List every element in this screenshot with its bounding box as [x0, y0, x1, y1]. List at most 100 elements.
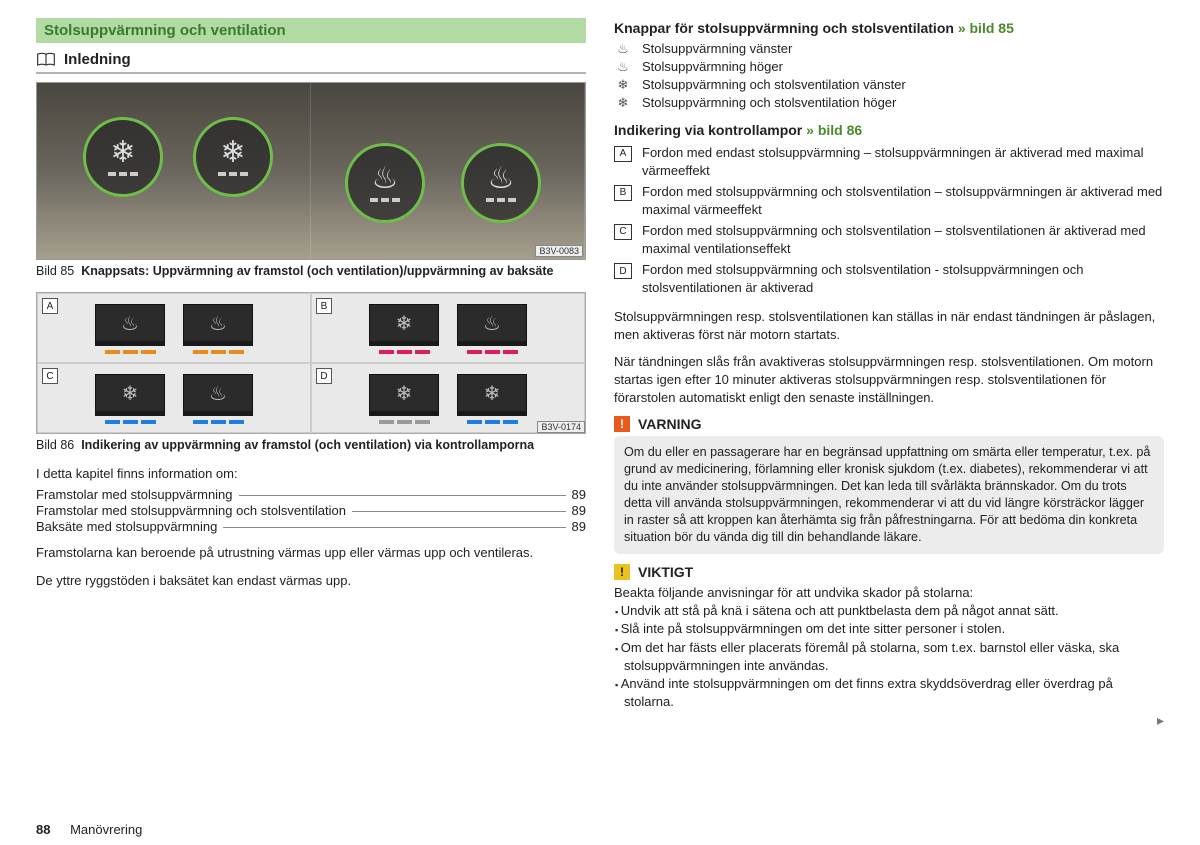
- panel-c: C ❄ ♨: [37, 363, 311, 433]
- letter-list-item: D Fordon med stolsuppvärmning och stolsve…: [614, 259, 1164, 298]
- important-list: Undvik att stå på knä i sätena och att p…: [614, 602, 1164, 711]
- seat-icon: ❄: [614, 77, 632, 93]
- toc-page: 89: [572, 519, 586, 534]
- button-text: Stolsuppvärmning höger: [642, 59, 783, 74]
- figure-85: ❄ ❄ ♨ ♨ B3V-0083: [36, 82, 586, 260]
- seat-vent-icon: ❄: [396, 381, 413, 406]
- letter-text: Fordon med stolsuppvärmning och stolsven…: [642, 183, 1164, 218]
- figure-86-label: B3V-0174: [537, 421, 585, 433]
- seat-vent-icon: ❄: [122, 381, 139, 406]
- letter-tag: D: [614, 263, 632, 279]
- left-column: Stolsuppvärmning och ventilation Inledni…: [36, 18, 586, 731]
- toc-label: Baksäte med stolsuppvärmning: [36, 519, 217, 534]
- page-number: 88: [36, 822, 50, 837]
- button-list-item: ❄ Stolsuppvärmning och stolsventilation v…: [614, 76, 1164, 94]
- button-text: Stolsuppvärmning och stolsventilation hö…: [642, 95, 896, 110]
- seat-vent-icon: ❄: [484, 381, 501, 406]
- indicator-heading: Indikering via kontrollampor » bild 86: [614, 122, 1164, 138]
- heading-text: Knappar för stolsuppvärmning och stolsve…: [614, 20, 954, 36]
- important-item: Använd inte stolsuppvärmningen om det fi…: [614, 675, 1164, 711]
- seat-heat-vent-icon: ❄: [110, 138, 135, 168]
- panel-tag-a: A: [42, 298, 58, 314]
- buttons-heading: Knappar för stolsuppvärmning och stolsve…: [614, 20, 1164, 36]
- paragraph: Stolsuppvärmningen resp. stolsventilatio…: [614, 308, 1164, 343]
- important-item: Undvik att stå på knä i sätena och att p…: [614, 602, 1164, 620]
- important-icon: !: [614, 564, 630, 580]
- seat-icon: ♨: [614, 41, 632, 57]
- callout-rear-right: ♨: [461, 143, 541, 223]
- toc-label: Framstolar med stolsuppvärmning: [36, 487, 233, 502]
- figure-86-caption: Bild 86 Indikering av uppvärmning av fra…: [36, 438, 586, 452]
- important-intro: Beakta följande anvisningar för att undv…: [614, 584, 1164, 602]
- book-icon: [36, 52, 56, 68]
- figure-85-label: B3V-0083: [535, 245, 583, 257]
- page-root: Stolsuppvärmning och ventilation Inledni…: [36, 18, 1164, 731]
- letter-text: Fordon med endast stolsuppvärmning – sto…: [642, 144, 1164, 179]
- paragraph: Framstolarna kan beroende på utrustning …: [36, 544, 586, 562]
- indicator: ♨: [183, 304, 253, 354]
- subheader: Inledning: [36, 49, 586, 74]
- toc-row[interactable]: Framstolar med stolsuppvärmning 89: [36, 487, 586, 502]
- button-text: Stolsuppvärmning och stolsventilation vä…: [642, 77, 906, 92]
- fig-link[interactable]: » bild 86: [806, 122, 862, 138]
- callout-rear-left: ♨: [345, 143, 425, 223]
- paragraph: När tändningen slås från avaktiveras sto…: [614, 353, 1164, 406]
- footer-title: Manövrering: [70, 822, 142, 837]
- warning-title: VARNING: [638, 416, 702, 432]
- right-column: Knappar för stolsuppvärmning och stolsve…: [614, 18, 1164, 731]
- seat-heat-vent-icon: ❄: [220, 138, 245, 168]
- caption-text: Knappsats: Uppvärmning av framstol (och …: [81, 264, 553, 278]
- important-box: ! VIKTIGT Beakta följande anvisningar fö…: [614, 564, 1164, 711]
- toc-label: Framstolar med stolsuppvärmning och stol…: [36, 503, 346, 518]
- callout-front-left: ❄: [83, 117, 163, 197]
- panel-d: D ❄ ❄ B3V-0174: [311, 363, 585, 433]
- callout-front-right: ❄: [193, 117, 273, 197]
- paragraph: De yttre ryggstöden i baksätet kan endas…: [36, 572, 586, 590]
- letter-list-item: B Fordon med stolsuppvärmning och stolsve…: [614, 181, 1164, 220]
- indicator: ♨: [95, 304, 165, 354]
- caption-text: Indikering av uppvärmning av framstol (o…: [81, 438, 534, 452]
- caption-prefix: Bild 86: [36, 438, 74, 452]
- seat-heat-icon: ♨: [121, 311, 139, 336]
- letter-list-item: C Fordon med stolsuppvärmning och stolsve…: [614, 220, 1164, 259]
- toc-row[interactable]: Framstolar med stolsuppvärmning och stol…: [36, 503, 586, 518]
- seat-heat-icon: ♨: [483, 311, 501, 336]
- letter-text: Fordon med stolsuppvärmning och stolsven…: [642, 222, 1164, 257]
- toc-page: 89: [572, 503, 586, 518]
- page-footer: 88 Manövrering: [36, 822, 142, 837]
- fig-link[interactable]: » bild 85: [958, 20, 1014, 36]
- seat-heat-icon: ♨: [209, 311, 227, 336]
- toc-page: 89: [572, 487, 586, 502]
- panel-tag-c: C: [42, 368, 58, 384]
- important-item: Slå inte på stolsuppvärmningen om det in…: [614, 620, 1164, 638]
- letter-list-item: A Fordon med endast stolsuppvärmning – st…: [614, 142, 1164, 181]
- letter-tag: C: [614, 224, 632, 240]
- seat-icon: ❄: [614, 95, 632, 111]
- button-text: Stolsuppvärmning vänster: [642, 41, 792, 56]
- letter-text: Fordon med stolsuppvärmning och stolsven…: [642, 261, 1164, 296]
- button-list-item: ♨Stolsuppvärmning höger: [614, 58, 1164, 76]
- important-title: VIKTIGT: [638, 564, 693, 580]
- heading-text: Indikering via kontrollampor: [614, 122, 802, 138]
- figure-85-caption: Bild 85 Knappsats: Uppvärmning av framst…: [36, 264, 586, 278]
- status-bars: [105, 350, 156, 354]
- seat-heat-icon: ♨: [488, 164, 515, 194]
- button-list-item: ♨ Stolsuppvärmning vänster: [614, 40, 1164, 58]
- continued-icon: ▸: [1157, 711, 1164, 731]
- letter-list: A Fordon med endast stolsuppvärmning – st…: [614, 142, 1164, 298]
- seat-heat-icon: ♨: [209, 381, 227, 406]
- caption-prefix: Bild 85: [36, 264, 74, 278]
- intro-text: I detta kapitel finns information om:: [36, 466, 586, 481]
- seat-vent-icon: ❄: [396, 311, 413, 336]
- warning-body: Om du eller en passagerare har en begrän…: [614, 436, 1164, 554]
- letter-tag: A: [614, 146, 632, 162]
- panel-tag-b: B: [316, 298, 332, 314]
- figure-86: A ♨ ♨ B ❄ ♨: [36, 292, 586, 434]
- warning-icon: !: [614, 416, 630, 432]
- toc-row[interactable]: Baksäte med stolsuppvärmning 89: [36, 519, 586, 534]
- button-list-item: ❄ Stolsuppvärmning och stolsventilation h…: [614, 94, 1164, 112]
- panel-a: A ♨ ♨: [37, 293, 311, 363]
- section-header: Stolsuppvärmning och ventilation: [36, 18, 586, 43]
- letter-tag: B: [614, 185, 632, 201]
- seat-heat-icon: ♨: [372, 164, 399, 194]
